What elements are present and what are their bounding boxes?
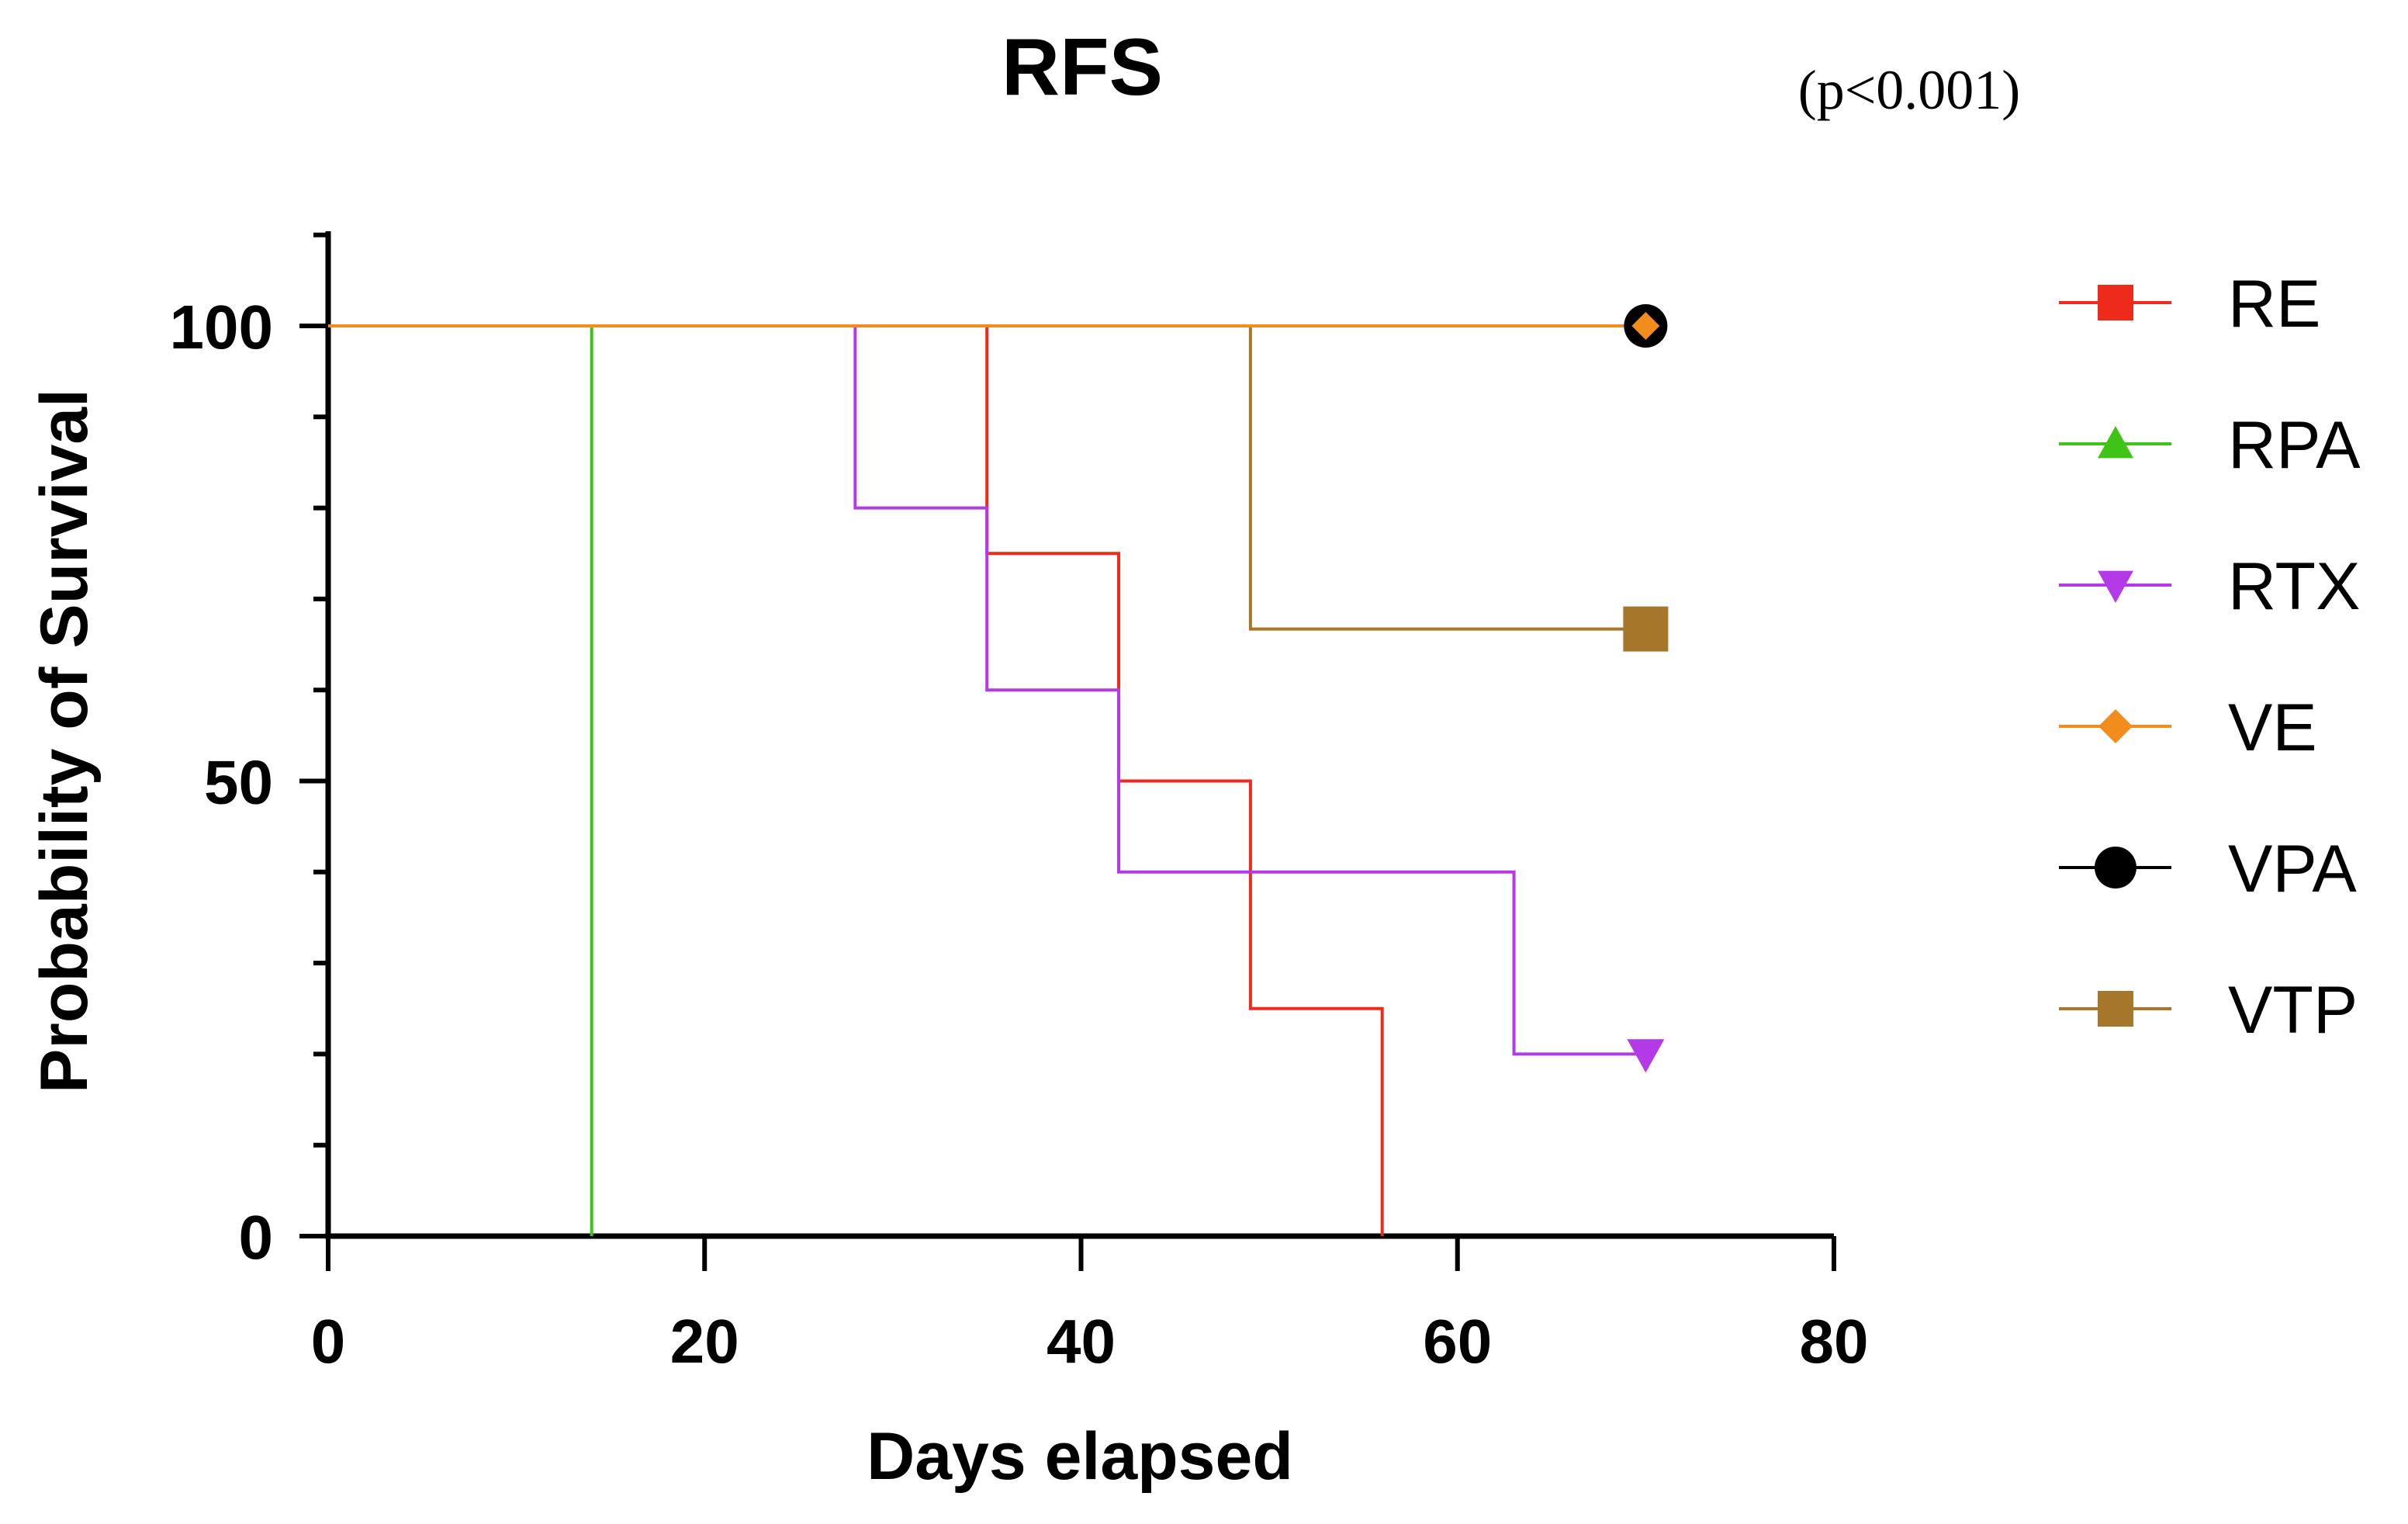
y-tick-label: 0 <box>239 1203 274 1272</box>
legend-label: VPA <box>2228 832 2357 906</box>
y-axis-label: Probability of Survival <box>27 389 102 1093</box>
x-tick-label: 20 <box>670 1307 739 1376</box>
legend-marker-rpa <box>2098 426 2133 459</box>
series-lines <box>328 324 1646 1236</box>
end-marker-rtx <box>1627 1039 1665 1073</box>
legend-label: RPA <box>2228 408 2361 483</box>
legend-item-vpa: VPA <box>2059 832 2357 906</box>
end-markers <box>1623 304 1669 1073</box>
end-marker-vtp <box>1623 606 1669 652</box>
p-value-annotation: (p<0.001) <box>1798 59 2021 121</box>
legend-label: RE <box>2228 267 2320 341</box>
legend-item-rpa: RPA <box>2059 408 2361 483</box>
series-line-rtx <box>328 324 1646 1056</box>
legend-marker-ve <box>2098 709 2133 743</box>
y-tick-label: 50 <box>204 748 273 817</box>
x-tick-label: 40 <box>1047 1307 1116 1376</box>
legend-marker-vpa <box>2095 847 2136 888</box>
legend-item-vtp: VTP <box>2059 973 2358 1048</box>
x-tick-label: 60 <box>1423 1307 1492 1376</box>
legend-label: RTX <box>2228 549 2360 624</box>
legend: RE RPA RTX VE VPA VTP <box>2059 267 2361 1048</box>
legend-marker-vtp <box>2098 991 2133 1027</box>
legend-item-rtx: RTX <box>2059 549 2360 624</box>
series-line-rpa <box>328 324 593 1236</box>
legend-item-ve: VE <box>2059 691 2317 765</box>
chart-title: RFS <box>1002 23 1163 113</box>
legend-marker-re <box>2098 285 2133 320</box>
y-major-ticks: 0 50 100 <box>170 293 328 1272</box>
y-tick-label: 100 <box>170 293 273 362</box>
legend-item-re: RE <box>2059 267 2320 341</box>
end-marker-ve <box>1631 312 1660 340</box>
legend-label: VE <box>2228 691 2317 765</box>
x-axis-label: Days elapsed <box>867 1419 1293 1494</box>
legend-label: VTP <box>2228 973 2358 1048</box>
x-tick-label: 0 <box>311 1307 346 1376</box>
x-major-ticks: 0 20 40 60 80 <box>311 1236 1869 1376</box>
legend-marker-rtx <box>2098 570 2133 603</box>
x-tick-label: 80 <box>1800 1307 1869 1376</box>
